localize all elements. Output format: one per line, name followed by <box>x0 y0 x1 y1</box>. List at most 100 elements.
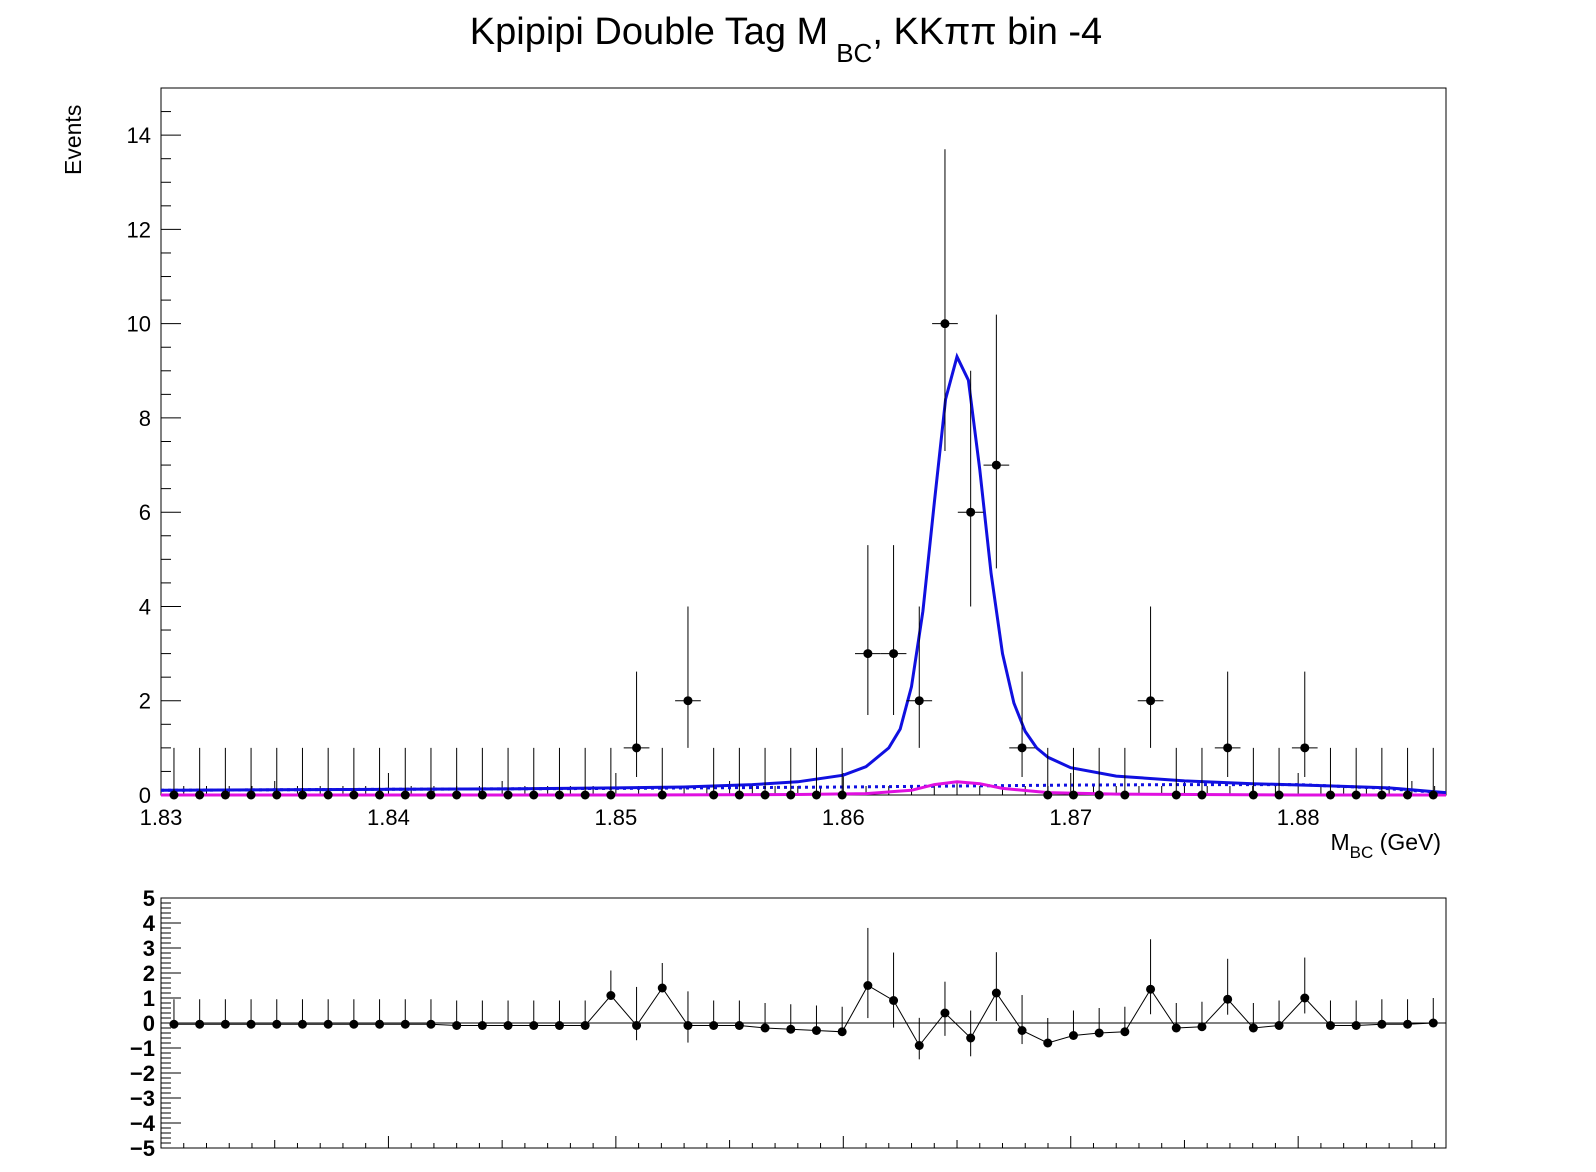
residual-point <box>1223 958 1233 1015</box>
residual-point <box>1274 1000 1284 1030</box>
x-axis-title: MBC (GeV) <box>1330 829 1441 862</box>
fit-curves <box>160 352 1447 797</box>
residual-point <box>349 999 359 1029</box>
residual-x-ticks <box>160 1136 1436 1148</box>
total-fit-curve <box>160 352 1447 795</box>
residual-points <box>169 927 1438 1060</box>
residual-marker <box>272 1019 282 1029</box>
data-point-marker <box>734 790 744 800</box>
residual-marker <box>323 1019 333 1029</box>
x-tick-label: 1.86 <box>822 805 865 830</box>
res-y-tick-label: −3 <box>130 1086 155 1111</box>
residual-marker <box>1171 1023 1181 1033</box>
residual-marker <box>1017 1026 1027 1035</box>
data-point <box>1325 747 1335 800</box>
data-point <box>657 747 667 800</box>
residual-point <box>657 963 667 993</box>
residual-marker <box>966 1033 976 1043</box>
data-point <box>1248 747 1258 800</box>
data-point-marker <box>786 790 796 800</box>
residual-marker <box>632 1021 642 1030</box>
data-point <box>837 747 847 800</box>
y-tick-label: 10 <box>127 312 151 337</box>
data-point <box>1094 747 1104 800</box>
residual-point <box>1248 1003 1258 1033</box>
data-point-marker <box>195 790 205 800</box>
x-tick-label: 1.84 <box>367 805 410 830</box>
x-tick-label: 1.83 <box>140 805 183 830</box>
data-point <box>349 747 359 800</box>
data-point <box>195 747 205 800</box>
residual-point <box>1043 1018 1053 1048</box>
residual-point <box>1171 1003 1181 1033</box>
residual-point <box>1377 999 1387 1029</box>
residual-marker <box>580 1021 590 1030</box>
x-axis-title-sub: BC <box>1350 843 1374 862</box>
residual-point <box>966 1010 976 1057</box>
main-plot-panel: 0 2 4 6 8 10 12 14 1.83 1.84 1.85 1.86 1.87 1.88 <box>127 87 1447 830</box>
data-point <box>606 747 616 800</box>
main-y-ticks: 0 2 4 6 8 10 12 14 <box>127 87 181 808</box>
chart-title-suffix: , KKππ bin -4 <box>872 11 1102 53</box>
residual-marker <box>863 981 873 990</box>
residual-marker <box>606 991 616 1000</box>
residual-marker <box>220 1019 230 1029</box>
data-point-marker <box>529 790 539 800</box>
main-x-ticks: 1.83 1.84 1.85 1.86 1.87 1.88 <box>140 773 1436 830</box>
residual-marker <box>529 1021 539 1030</box>
residual-marker <box>349 1019 359 1029</box>
residual-point <box>1120 1006 1130 1037</box>
y-tick-label: 4 <box>139 594 151 619</box>
residual-point <box>1146 939 1156 1015</box>
residual-point <box>554 1000 564 1030</box>
main-plot-frame <box>160 87 1447 796</box>
data-point-marker <box>503 790 513 800</box>
data-point-marker <box>220 790 230 800</box>
x-axis-title-main: M <box>1330 829 1349 855</box>
residual-point <box>1197 1001 1207 1032</box>
residual-point <box>323 999 333 1029</box>
residual-point <box>220 999 230 1029</box>
data-point <box>1377 747 1387 800</box>
residual-marker <box>452 1021 462 1030</box>
residual-marker <box>1351 1021 1361 1030</box>
residual-marker <box>169 1019 179 1029</box>
data-point-marker <box>1403 790 1413 800</box>
data-point <box>855 545 881 716</box>
x-tick-label: 1.87 <box>1049 805 1092 830</box>
y-axis-title: Events <box>60 105 86 175</box>
residual-point <box>1094 1008 1104 1038</box>
data-point <box>675 606 701 748</box>
residual-point <box>195 999 205 1029</box>
residual-marker <box>683 1021 693 1030</box>
data-point <box>1068 747 1078 800</box>
data-point-marker <box>1120 790 1130 800</box>
data-point-marker <box>400 790 410 800</box>
residual-marker <box>426 1019 436 1029</box>
residual-point <box>914 1017 924 1060</box>
data-point <box>1403 747 1413 800</box>
data-point-marker <box>1043 790 1053 800</box>
data-point <box>1171 747 1181 800</box>
residual-point <box>1068 1010 1078 1040</box>
residual-point <box>991 952 1001 1022</box>
data-point <box>1120 747 1130 800</box>
data-point <box>760 747 770 800</box>
data-point-marker <box>837 790 847 800</box>
residual-marker <box>1325 1021 1335 1030</box>
residual-point <box>375 999 385 1029</box>
residual-marker <box>786 1024 796 1034</box>
data-point <box>1274 747 1284 800</box>
data-point <box>529 747 539 800</box>
data-point <box>477 747 487 800</box>
residual-marker <box>1248 1023 1258 1033</box>
data-point-marker <box>169 790 179 800</box>
residual-point <box>1428 998 1438 1028</box>
res-y-tick-label: 3 <box>143 936 155 961</box>
residual-marker <box>1068 1031 1078 1040</box>
residual-point <box>837 1006 847 1037</box>
data-point-marker <box>323 790 333 800</box>
res-y-tick-label: 4 <box>143 911 156 936</box>
res-y-tick-label: 0 <box>143 1011 155 1036</box>
